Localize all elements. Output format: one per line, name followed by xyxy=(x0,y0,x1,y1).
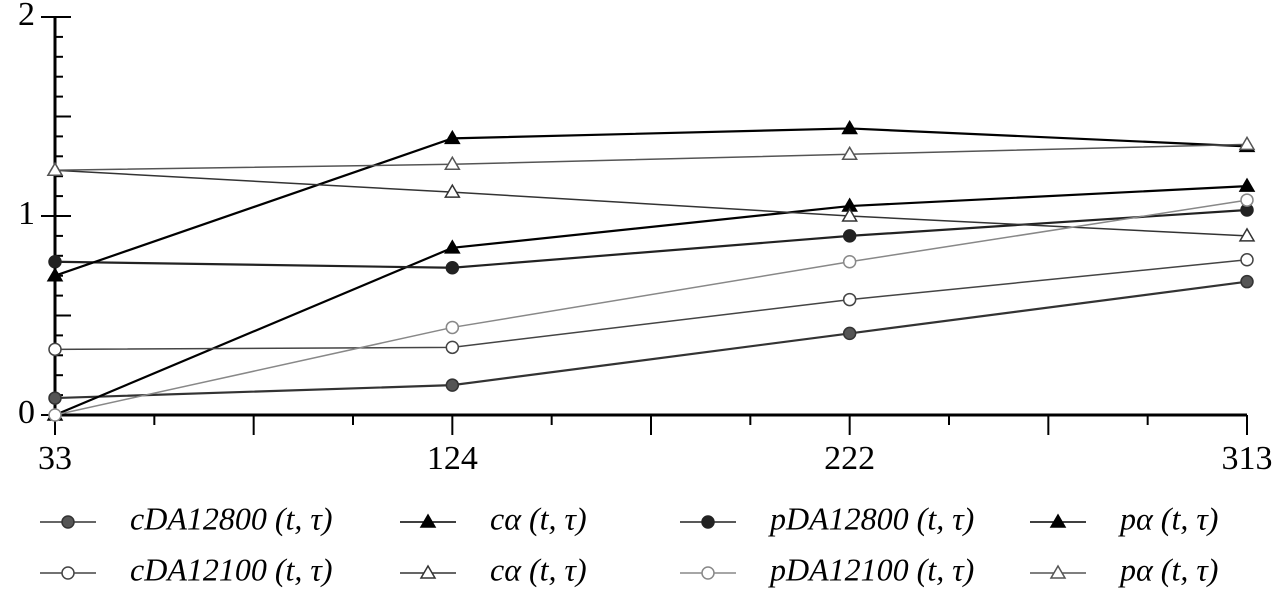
legend-label: cDA12100 (t, τ) xyxy=(130,551,333,587)
legend-marker xyxy=(1049,513,1067,528)
data-point xyxy=(842,326,857,341)
data-point xyxy=(46,267,64,282)
data-point xyxy=(444,155,461,171)
y-tick-label: 2 xyxy=(18,0,35,33)
data-point xyxy=(48,255,62,269)
legend-marker xyxy=(419,513,437,528)
data-point xyxy=(842,229,857,243)
legend-label: pDA12100 (t, τ) xyxy=(768,551,974,587)
legend-marker xyxy=(701,515,715,529)
legend-marker xyxy=(701,566,715,580)
x-tick-label: 33 xyxy=(38,440,72,477)
data-point xyxy=(444,239,461,254)
data-point xyxy=(1240,193,1254,207)
data-point xyxy=(1240,274,1254,289)
series-line xyxy=(54,259,1248,351)
series-line xyxy=(54,208,1248,269)
data-point xyxy=(48,342,62,357)
x-tick-label: 313 xyxy=(1222,440,1273,477)
legend-marker xyxy=(419,564,437,579)
legend-marker xyxy=(1049,564,1067,579)
series-line xyxy=(54,143,1248,171)
legend-label: cα (t, τ) xyxy=(490,551,587,587)
y-tick-label: 1 xyxy=(18,195,35,232)
data-point xyxy=(444,129,461,145)
legend-marker xyxy=(61,515,75,529)
data-point xyxy=(841,207,858,222)
legend-label: pα (t, τ) xyxy=(1118,500,1218,536)
data-point xyxy=(445,378,460,392)
data-point xyxy=(1238,227,1256,242)
data-point xyxy=(842,255,857,269)
legend-marker xyxy=(61,566,75,580)
series-line xyxy=(54,169,1248,237)
data-point xyxy=(1238,177,1256,192)
series-line xyxy=(54,280,1248,400)
data-point xyxy=(1238,135,1256,151)
data-point xyxy=(842,292,857,307)
legend-label: cα (t, τ) xyxy=(490,500,587,536)
data-point xyxy=(841,145,858,161)
data-point xyxy=(48,408,62,422)
data-point xyxy=(46,161,64,176)
data-point xyxy=(48,391,62,405)
data-point xyxy=(445,260,460,275)
data-point xyxy=(1240,253,1254,267)
legend-label: pα (t, τ) xyxy=(1118,551,1218,587)
series-line xyxy=(54,127,1248,277)
legend-label: pDA12800 (t, τ) xyxy=(768,500,974,536)
legend-label: cDA12800 (t, τ) xyxy=(130,500,333,536)
x-tick-label: 222 xyxy=(824,440,875,477)
y-tick-label: 0 xyxy=(18,394,35,431)
data-point xyxy=(444,183,461,198)
series-line xyxy=(54,185,1248,417)
data-point xyxy=(445,340,460,355)
x-tick-label: 124 xyxy=(427,440,478,477)
series-line xyxy=(54,199,1248,416)
data-point xyxy=(841,119,858,135)
data-point xyxy=(445,320,460,335)
